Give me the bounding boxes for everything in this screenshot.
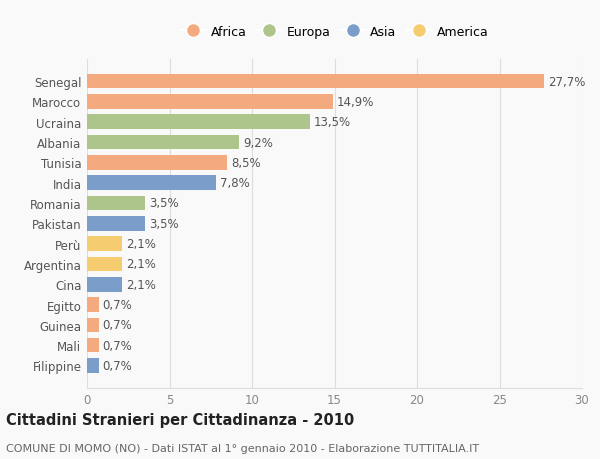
Bar (87, 95, 333, 109)
Text: 7,8%: 7,8% (220, 177, 250, 190)
Text: COMUNE DI MOMO (NO) - Dati ISTAT al 1° gennaio 2010 - Elaborazione TUTTITALIA.IT: COMUNE DI MOMO (NO) - Dati ISTAT al 1° g… (6, 443, 479, 453)
Text: 14,9%: 14,9% (337, 95, 374, 109)
Text: 2,1%: 2,1% (126, 258, 155, 271)
Bar (87, 75, 544, 89)
Text: 2,1%: 2,1% (126, 278, 155, 291)
Bar (87, 176, 216, 190)
Text: 9,2%: 9,2% (243, 136, 273, 149)
Bar (87, 358, 98, 373)
Bar (87, 196, 145, 211)
Bar (87, 237, 122, 252)
Text: 0,7%: 0,7% (103, 298, 133, 311)
Text: 3,5%: 3,5% (149, 217, 179, 230)
Bar (87, 135, 239, 150)
Text: 8,5%: 8,5% (232, 157, 261, 169)
Text: 0,7%: 0,7% (103, 319, 133, 331)
Bar (87, 277, 122, 292)
Text: 13,5%: 13,5% (314, 116, 351, 129)
Text: 0,7%: 0,7% (103, 339, 133, 352)
Legend: Africa, Europa, Asia, America: Africa, Europa, Asia, America (178, 23, 491, 41)
Text: 2,1%: 2,1% (126, 238, 155, 251)
Text: 27,7%: 27,7% (548, 75, 586, 89)
Bar (87, 318, 98, 332)
Bar (87, 115, 310, 130)
Text: 3,5%: 3,5% (149, 197, 179, 210)
Bar (87, 257, 122, 272)
Text: Cittadini Stranieri per Cittadinanza - 2010: Cittadini Stranieri per Cittadinanza - 2… (6, 413, 354, 428)
Text: 0,7%: 0,7% (103, 359, 133, 372)
Bar (87, 217, 145, 231)
Bar (87, 338, 98, 353)
Bar (87, 297, 98, 312)
Bar (87, 156, 227, 170)
